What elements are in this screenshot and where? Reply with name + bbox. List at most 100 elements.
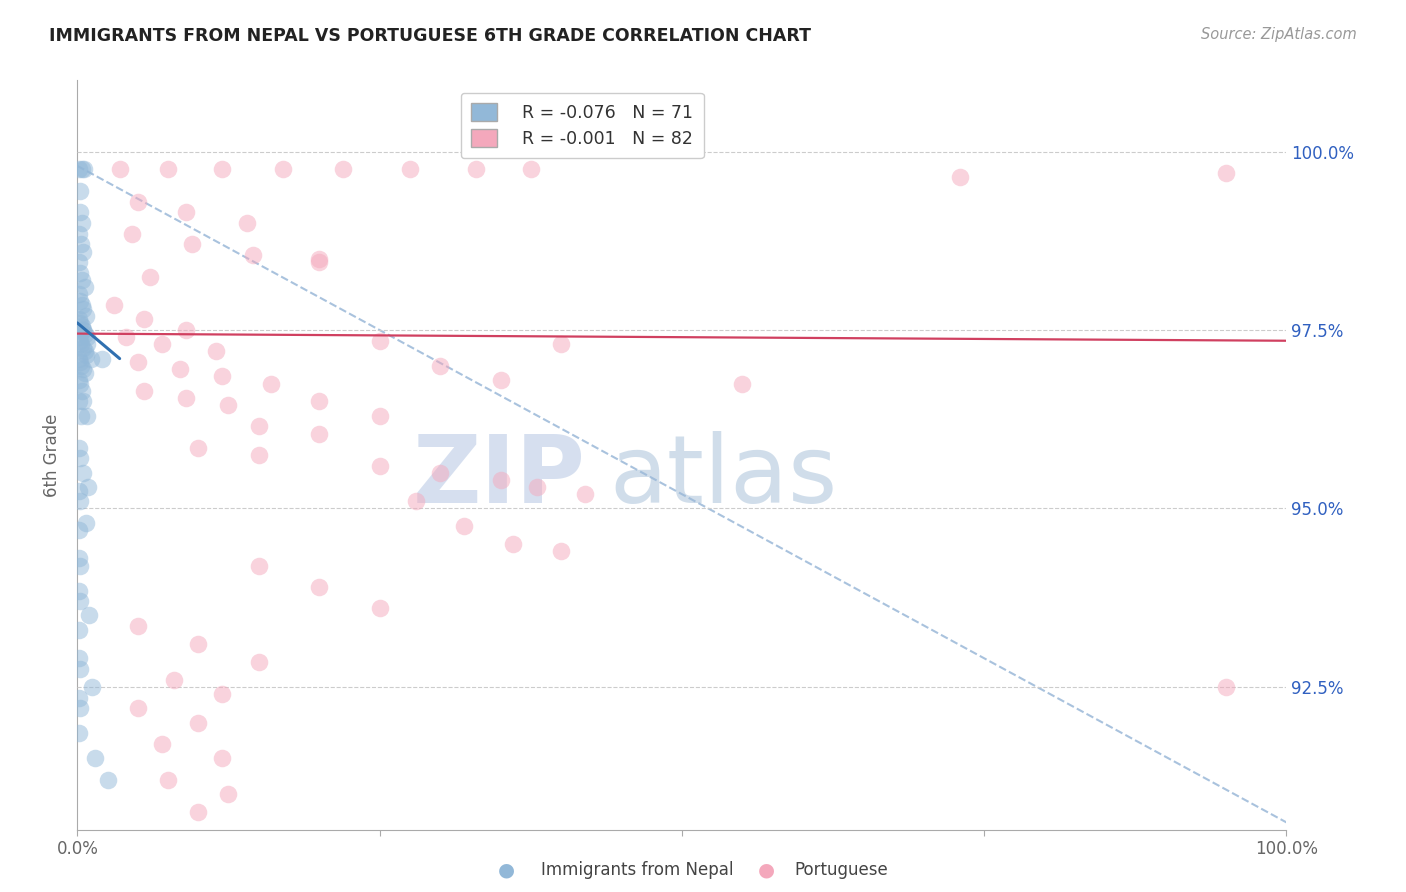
- Point: [79, 351, 101, 366]
- Y-axis label: 6th Grade: 6th Grade: [44, 413, 62, 497]
- Point: [453, 519, 475, 533]
- Point: [489, 473, 512, 487]
- Point: [247, 558, 270, 573]
- Point: [139, 269, 162, 284]
- Point: [574, 487, 596, 501]
- Point: [70, 237, 93, 252]
- Point: [69, 701, 91, 715]
- Point: [157, 162, 180, 177]
- Point: [76, 337, 98, 351]
- Point: [247, 655, 270, 669]
- Point: [80, 680, 103, 694]
- Point: [73, 280, 96, 294]
- Point: [90, 351, 112, 366]
- Point: [70, 298, 93, 312]
- Point: [72, 323, 94, 337]
- Point: [67, 394, 90, 409]
- Point: [308, 252, 330, 266]
- Point: [127, 701, 149, 715]
- Point: [69, 316, 91, 330]
- Point: [187, 805, 209, 819]
- Point: [72, 394, 94, 409]
- Point: [67, 623, 90, 637]
- Point: [187, 637, 209, 651]
- Point: [429, 359, 451, 373]
- Text: Source: ZipAtlas.com: Source: ZipAtlas.com: [1201, 27, 1357, 42]
- Point: [73, 344, 96, 359]
- Point: [67, 312, 90, 326]
- Point: [76, 330, 98, 344]
- Point: [132, 312, 155, 326]
- Point: [368, 458, 391, 473]
- Point: [70, 337, 93, 351]
- Point: [187, 715, 209, 730]
- Text: IMMIGRANTS FROM NEPAL VS PORTUGUESE 6TH GRADE CORRELATION CHART: IMMIGRANTS FROM NEPAL VS PORTUGUESE 6TH …: [49, 27, 811, 45]
- Point: [731, 376, 754, 391]
- Point: [67, 651, 90, 665]
- Point: [69, 205, 91, 219]
- Point: [550, 544, 572, 558]
- Point: [72, 323, 94, 337]
- Point: [181, 237, 204, 252]
- Point: [489, 373, 512, 387]
- Point: [75, 326, 97, 341]
- Text: ●: ●: [498, 860, 515, 880]
- Point: [520, 162, 543, 177]
- Point: [72, 341, 94, 355]
- Point: [67, 162, 90, 177]
- Text: Immigrants from Nepal: Immigrants from Nepal: [541, 861, 734, 879]
- Point: [75, 516, 97, 530]
- Point: [399, 162, 422, 177]
- Point: [271, 162, 294, 177]
- Point: [72, 362, 94, 376]
- Text: Portuguese: Portuguese: [794, 861, 889, 879]
- Point: [67, 373, 90, 387]
- Point: [127, 194, 149, 209]
- Point: [69, 558, 91, 573]
- Point: [72, 466, 94, 480]
- Point: [114, 330, 136, 344]
- Point: [187, 441, 209, 455]
- Point: [96, 772, 118, 787]
- Point: [67, 255, 90, 269]
- Point: [67, 551, 90, 566]
- Point: [127, 355, 149, 369]
- Point: [73, 162, 96, 177]
- Point: [72, 244, 94, 259]
- Point: [70, 216, 93, 230]
- Point: [67, 726, 90, 740]
- Legend:   R = -0.076   N = 71,   R = -0.001   N = 82: R = -0.076 N = 71, R = -0.001 N = 82: [461, 93, 703, 158]
- Point: [368, 601, 391, 615]
- Point: [67, 351, 90, 366]
- Point: [67, 441, 90, 455]
- Point: [550, 337, 572, 351]
- Point: [72, 301, 94, 316]
- Point: [308, 255, 330, 269]
- Point: [405, 494, 427, 508]
- Point: [132, 384, 155, 398]
- Point: [242, 248, 264, 262]
- Point: [260, 376, 283, 391]
- Point: [69, 294, 91, 309]
- Point: [235, 216, 257, 230]
- Point: [949, 169, 972, 184]
- Point: [368, 409, 391, 423]
- Point: [84, 751, 107, 765]
- Point: [69, 451, 91, 466]
- Point: [205, 344, 228, 359]
- Point: [70, 319, 93, 334]
- Point: [1215, 680, 1237, 694]
- Point: [69, 266, 91, 280]
- Point: [103, 298, 125, 312]
- Point: [157, 772, 180, 787]
- Point: [247, 448, 270, 462]
- Point: [75, 348, 97, 362]
- Point: [308, 394, 330, 409]
- Point: [70, 273, 93, 287]
- Point: [526, 480, 548, 494]
- Point: [70, 162, 93, 177]
- Point: [79, 608, 101, 623]
- Point: [308, 580, 330, 594]
- Point: [211, 751, 233, 765]
- Point: [70, 384, 93, 398]
